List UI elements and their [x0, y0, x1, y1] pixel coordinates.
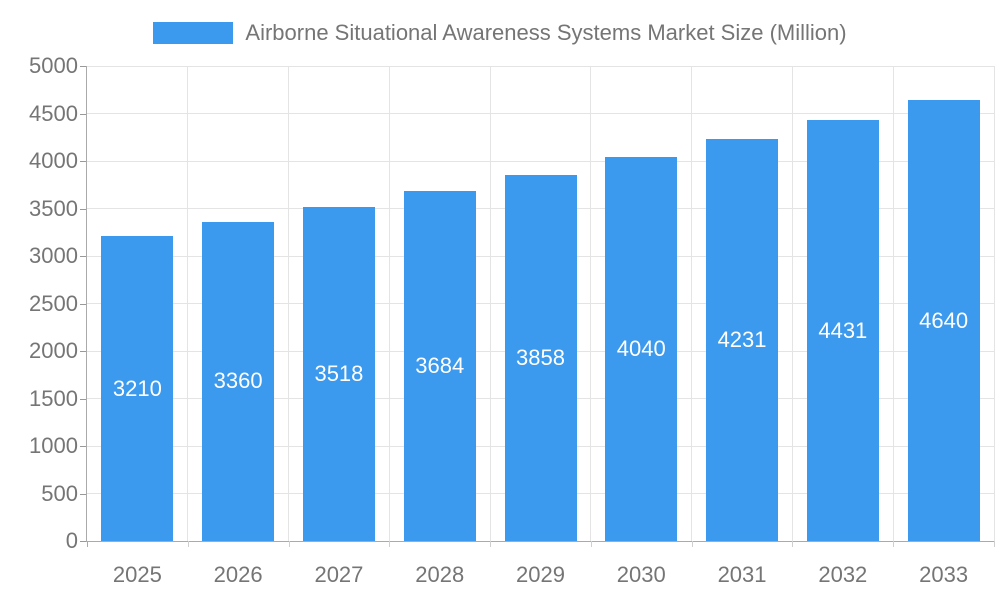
y-axis-tick [80, 303, 86, 305]
x-axis-tick [288, 541, 290, 547]
x-axis-tick-label: 2025 [112, 562, 162, 587]
x-gridline [791, 66, 793, 541]
bar-2029[interactable]: 3858 [504, 174, 577, 541]
y-axis-tick [80, 66, 86, 67]
bar-2028[interactable]: 3684 [403, 191, 476, 541]
y-axis-tick-label: 4500 [29, 100, 78, 126]
y-axis-tick [80, 493, 86, 495]
y-axis-tick [80, 113, 86, 115]
x-axis-tick-label: 2027 [314, 562, 364, 587]
y-axis-tick-label: 3000 [29, 243, 78, 268]
x-gridline [993, 66, 995, 541]
y-gridline [87, 160, 994, 162]
bar-value-label: 3518 [314, 360, 364, 386]
x-axis-tick [87, 541, 88, 547]
bar-2025[interactable]: 3210 [101, 236, 174, 541]
x-axis-tick-label: 2029 [516, 562, 565, 587]
bar-2027[interactable]: 3518 [302, 206, 375, 541]
bar-2033[interactable]: 4640 [907, 100, 980, 541]
bar-value-label: 3210 [112, 375, 162, 401]
x-gridline [892, 66, 894, 541]
y-axis-tick-label: 1500 [29, 385, 78, 411]
bar-2030[interactable]: 4040 [605, 157, 678, 541]
y-axis-tick-label: 2000 [29, 338, 78, 363]
x-gridline [187, 66, 189, 541]
x-axis-tick [691, 541, 693, 547]
y-axis-tick [80, 351, 86, 352]
y-axis-tick [80, 161, 86, 162]
y-axis-tick [80, 208, 86, 210]
legend-label: Airborne Situational Awareness Systems M… [245, 20, 847, 45]
y-gridline [87, 65, 994, 67]
x-axis-tick [590, 541, 592, 547]
x-axis-tick [389, 541, 391, 547]
x-axis-tick-label: 2030 [616, 562, 666, 587]
y-axis-line [86, 66, 87, 542]
legend-item[interactable]: Airborne Situational Awareness Systems M… [0, 18, 1000, 48]
y-axis-tick-label: 2500 [29, 290, 78, 316]
x-axis-tick-label: 2032 [818, 562, 868, 587]
legend-swatch-icon [153, 22, 234, 44]
x-axis-tick-label: 2028 [415, 562, 465, 587]
y-axis-tick [80, 446, 86, 447]
x-gridline [691, 66, 693, 541]
bar-2031[interactable]: 4231 [706, 139, 779, 541]
y-gridline [87, 113, 994, 114]
bar-value-label: 3360 [213, 368, 263, 394]
x-axis-tick [994, 541, 995, 547]
y-axis-tick-label: 1000 [29, 433, 78, 458]
x-axis-tick-label: 2031 [717, 562, 767, 587]
y-axis-tick-label: 4000 [29, 148, 78, 173]
x-gridline [489, 66, 491, 541]
bar-value-label: 3684 [415, 353, 465, 379]
y-axis-tick-label: 5000 [29, 53, 78, 78]
x-gridline [288, 66, 290, 541]
x-axis-tick-label: 2033 [919, 562, 969, 587]
x-axis-tick [490, 541, 492, 547]
y-axis-tick-label: 0 [65, 528, 78, 553]
x-gridline [388, 66, 390, 541]
x-axis-tick [187, 541, 189, 547]
bar-value-label: 4040 [616, 336, 666, 362]
y-axis-tick [80, 256, 86, 257]
y-axis-tick [80, 541, 86, 542]
y-axis-tick-label: 500 [41, 480, 78, 506]
y-axis-tick [80, 398, 86, 400]
x-axis-tick [792, 541, 794, 547]
x-axis-tick [893, 541, 895, 547]
bar-value-label: 4231 [717, 327, 767, 353]
bar-value-label: 4431 [818, 317, 868, 343]
plot-area: 3210 3360 3518 3684 3858 4040 4231 4431 4640 [86, 65, 995, 542]
x-axis-line [86, 541, 994, 542]
bar-value-label: 4640 [919, 307, 969, 333]
y-axis-tick-label: 3500 [29, 195, 78, 221]
bar-2032[interactable]: 4431 [806, 120, 879, 541]
bar-2026[interactable]: 3360 [202, 221, 275, 541]
bar-value-label: 3858 [516, 344, 565, 370]
x-axis-tick-label: 2026 [213, 562, 263, 587]
x-gridline [590, 66, 592, 541]
